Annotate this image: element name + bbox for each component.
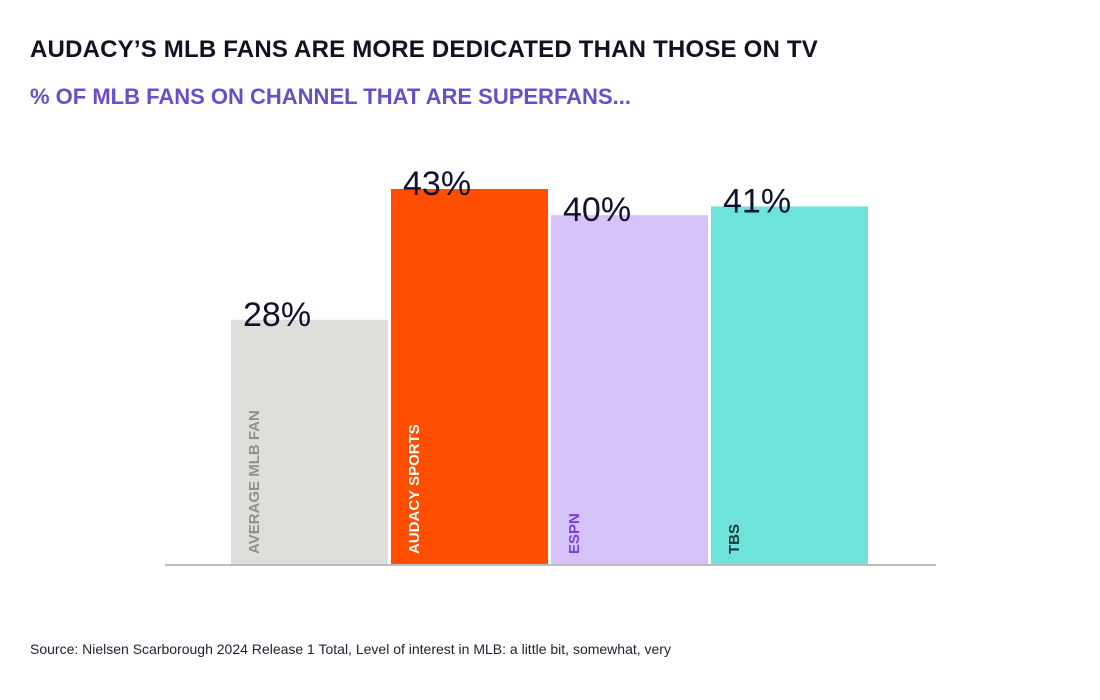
category-label-2: ESPN bbox=[566, 513, 583, 554]
value-label-3: 41% bbox=[723, 182, 791, 220]
value-label-0: 28% bbox=[243, 296, 311, 334]
bar-3 bbox=[711, 206, 868, 564]
bars-layer: 28% AVERAGE MLB FAN 43% AUDACY SPORTS 40% ESP… bbox=[231, 165, 868, 565]
category-label-3: TBS bbox=[726, 524, 743, 554]
bar-1 bbox=[391, 189, 548, 564]
value-label-2: 40% bbox=[563, 191, 631, 229]
category-label-0: AVERAGE MLB FAN bbox=[246, 410, 263, 554]
value-label-1: 43% bbox=[403, 165, 471, 203]
category-label-1: AUDACY SPORTS bbox=[406, 424, 423, 554]
bar-0 bbox=[231, 319, 388, 564]
source-note: Source: Nielsen Scarborough 2024 Release… bbox=[30, 641, 671, 657]
chart-title: AUDACY’S MLB FANS ARE MORE DEDICATED THA… bbox=[30, 36, 818, 63]
bar-2 bbox=[551, 215, 708, 565]
chart-subtitle: % OF MLB FANS ON CHANNEL THAT ARE SUPERF… bbox=[30, 84, 631, 109]
